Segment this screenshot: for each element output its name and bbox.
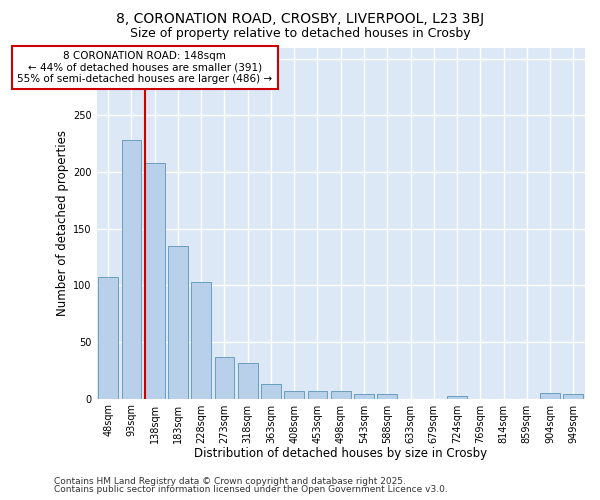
Text: Contains public sector information licensed under the Open Government Licence v3: Contains public sector information licen… [54, 485, 448, 494]
Bar [563, 394, 583, 398]
Y-axis label: Number of detached properties: Number of detached properties [56, 130, 69, 316]
Text: Size of property relative to detached houses in Crosby: Size of property relative to detached ho… [130, 28, 470, 40]
Bar [284, 390, 304, 398]
Bar [238, 364, 257, 398]
X-axis label: Distribution of detached houses by size in Crosby: Distribution of detached houses by size … [194, 447, 487, 460]
Bar [98, 278, 118, 398]
Bar [377, 394, 397, 398]
Text: 8, CORONATION ROAD, CROSBY, LIVERPOOL, L23 3BJ: 8, CORONATION ROAD, CROSBY, LIVERPOOL, L… [116, 12, 484, 26]
Bar [261, 384, 281, 398]
Bar [145, 163, 164, 398]
Bar [331, 390, 350, 398]
Bar [191, 282, 211, 399]
Text: 8 CORONATION ROAD: 148sqm
← 44% of detached houses are smaller (391)
55% of semi: 8 CORONATION ROAD: 148sqm ← 44% of detac… [17, 51, 272, 84]
Bar [168, 246, 188, 398]
Bar [308, 390, 328, 398]
Bar [215, 356, 235, 399]
Bar [540, 393, 560, 398]
Bar [447, 396, 467, 398]
Text: Contains HM Land Registry data © Crown copyright and database right 2025.: Contains HM Land Registry data © Crown c… [54, 477, 406, 486]
Bar [354, 394, 374, 398]
Bar [122, 140, 141, 398]
